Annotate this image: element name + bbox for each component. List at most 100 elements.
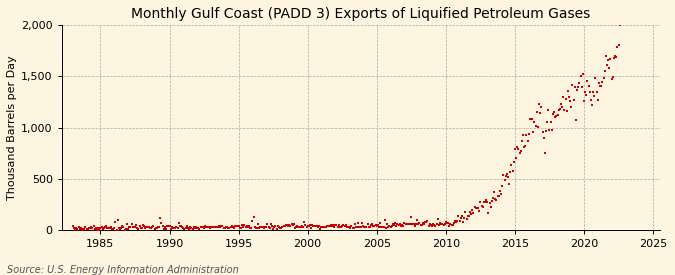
Point <box>151 225 161 230</box>
Point <box>361 225 372 229</box>
Point <box>307 223 318 227</box>
Point <box>184 227 194 231</box>
Point <box>167 226 178 230</box>
Point <box>268 226 279 231</box>
Point <box>562 89 573 93</box>
Point <box>161 226 171 231</box>
Point <box>279 224 290 228</box>
Point <box>293 225 304 229</box>
Point <box>436 222 447 226</box>
Point <box>485 204 496 209</box>
Point <box>364 225 375 230</box>
Point <box>207 224 217 229</box>
Point <box>124 225 134 230</box>
Point <box>147 225 158 229</box>
Point <box>194 227 205 231</box>
Point <box>470 205 481 210</box>
Point <box>95 226 106 231</box>
Point <box>178 226 189 231</box>
Point <box>237 223 248 228</box>
Point <box>117 223 128 228</box>
Point <box>265 222 276 226</box>
Point <box>179 227 190 231</box>
Point <box>549 109 560 114</box>
Point <box>585 90 595 95</box>
Point <box>415 222 426 227</box>
Point <box>441 221 452 225</box>
Point <box>245 226 256 230</box>
Point <box>221 225 232 229</box>
Point <box>198 225 209 230</box>
Point <box>591 90 602 95</box>
Point <box>112 217 123 222</box>
Point <box>107 226 117 231</box>
Point <box>466 211 477 216</box>
Point <box>118 225 129 229</box>
Point <box>296 225 306 229</box>
Point <box>425 222 435 227</box>
Point <box>290 226 300 230</box>
Point <box>342 224 352 229</box>
Point <box>405 222 416 226</box>
Point <box>339 224 350 228</box>
Point <box>309 224 320 229</box>
Point <box>217 224 228 228</box>
Point <box>482 199 493 204</box>
Point <box>116 226 127 230</box>
Point <box>534 102 545 106</box>
Point <box>244 224 254 228</box>
Point <box>84 226 95 230</box>
Point <box>103 226 114 230</box>
Point <box>201 225 212 229</box>
Point <box>190 226 200 230</box>
Point <box>580 90 591 94</box>
Point <box>516 139 527 144</box>
Point <box>221 225 232 230</box>
Point <box>568 98 579 102</box>
Point <box>306 226 317 230</box>
Point <box>451 220 462 225</box>
Point <box>476 204 487 208</box>
Point <box>398 224 408 228</box>
Point <box>70 228 80 232</box>
Point <box>296 224 307 228</box>
Point <box>86 225 97 230</box>
Point <box>242 224 253 229</box>
Point <box>350 222 360 226</box>
Point <box>276 226 287 230</box>
Point <box>261 225 271 229</box>
Point <box>354 225 365 230</box>
Point <box>240 225 251 229</box>
Point <box>611 55 622 60</box>
Point <box>148 224 159 228</box>
Point <box>353 221 364 226</box>
Point <box>472 206 483 210</box>
Point <box>89 226 100 231</box>
Point <box>304 223 315 227</box>
Point <box>377 225 388 229</box>
Point <box>462 214 473 219</box>
Point <box>255 225 266 229</box>
Point <box>502 172 512 177</box>
Point <box>90 226 101 230</box>
Point <box>215 224 225 229</box>
Point <box>564 95 574 100</box>
Point <box>394 223 404 227</box>
Point <box>291 224 302 229</box>
Point <box>141 225 152 230</box>
Point <box>414 221 425 226</box>
Point <box>537 130 548 134</box>
Point <box>382 221 393 226</box>
Point <box>542 120 553 125</box>
Point <box>294 224 305 229</box>
Point <box>346 223 357 228</box>
Point <box>73 225 84 230</box>
Point <box>108 227 119 231</box>
Point <box>506 163 517 167</box>
Point <box>231 224 242 228</box>
Point <box>72 227 83 231</box>
Point <box>288 223 298 228</box>
Point <box>402 222 413 226</box>
Point <box>198 226 209 230</box>
Point <box>134 224 145 229</box>
